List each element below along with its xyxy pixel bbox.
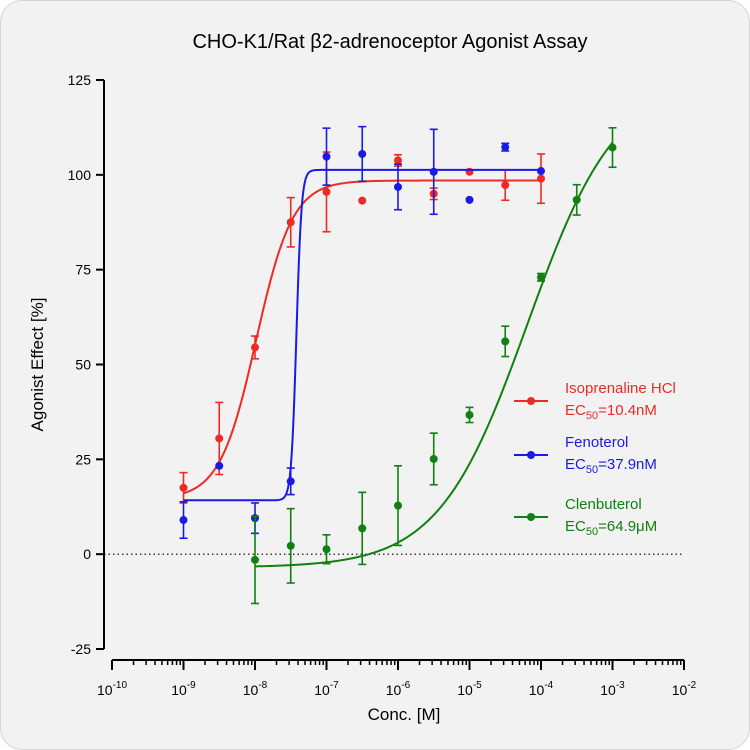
data-point bbox=[537, 167, 545, 176]
y-tick-label: 50 bbox=[75, 357, 91, 373]
x-tick-label: 10-3 bbox=[600, 680, 625, 698]
data-point bbox=[394, 501, 402, 510]
data-point bbox=[394, 156, 402, 165]
series-clenbuterol bbox=[251, 126, 617, 605]
data-point bbox=[251, 555, 259, 564]
legend-label: Clenbuterol bbox=[565, 496, 642, 513]
data-point bbox=[465, 195, 474, 204]
x-axis-title: Conc. [M] bbox=[368, 705, 441, 724]
legend-marker bbox=[527, 397, 535, 405]
data-point bbox=[286, 477, 295, 486]
fit-curve bbox=[254, 141, 614, 568]
x-tick-label: 10-9 bbox=[171, 680, 196, 698]
chart-title: CHO-K1/Rat β2-adrenoceptor Agonist Assay bbox=[192, 31, 587, 53]
x-tick-label: 10-2 bbox=[672, 680, 697, 698]
y-tick-label: 100 bbox=[68, 167, 92, 183]
x-tick-label: 10-5 bbox=[457, 680, 482, 698]
data-point bbox=[286, 541, 295, 550]
data-point bbox=[322, 152, 331, 161]
data-point bbox=[358, 149, 367, 158]
y-tick-label: 25 bbox=[75, 451, 91, 467]
data-point bbox=[572, 195, 581, 204]
data-point bbox=[501, 181, 510, 190]
data-point bbox=[179, 516, 188, 525]
data-point bbox=[501, 143, 510, 152]
data-point bbox=[608, 143, 617, 152]
fit-curve bbox=[183, 179, 541, 495]
data-point bbox=[358, 196, 367, 205]
x-tick-label: 10-7 bbox=[314, 680, 339, 698]
y-tick-label: 125 bbox=[68, 72, 92, 88]
data-point bbox=[537, 273, 545, 282]
plot-area: -25 0 25 50 75 100 125 Agonist Effect [%] 10-10 1… bbox=[28, 72, 697, 724]
x-tick-label: 10-6 bbox=[386, 680, 411, 698]
data-point bbox=[179, 483, 188, 492]
x-tick-label: 10-8 bbox=[243, 680, 268, 698]
y-tick-label: 75 bbox=[75, 262, 91, 278]
data-point bbox=[358, 524, 367, 533]
data-point bbox=[215, 434, 224, 443]
data-point bbox=[286, 218, 295, 227]
x-tick-label: 10-4 bbox=[529, 680, 554, 698]
data-point bbox=[465, 410, 474, 419]
legend-ec50: EC50=64.9μM bbox=[565, 518, 657, 538]
data-point bbox=[501, 337, 510, 346]
legend-marker bbox=[527, 451, 535, 459]
data-point bbox=[322, 545, 331, 554]
data-point bbox=[251, 343, 259, 352]
y-tick-label: -25 bbox=[71, 641, 91, 657]
y-tick-label: 0 bbox=[83, 546, 91, 562]
fit-curve bbox=[183, 168, 541, 502]
legend-marker bbox=[527, 513, 535, 521]
legend-label: Isoprenaline HCl bbox=[565, 380, 676, 397]
legend-ec50: EC50=37.9nM bbox=[565, 456, 657, 476]
series-isoprenaline-hcl bbox=[179, 151, 545, 504]
data-point bbox=[394, 182, 402, 191]
legend: Isoprenaline HCl EC50=10.4nM Fenoterol EC50… bbox=[514, 380, 676, 538]
series-fenoterol bbox=[179, 125, 545, 540]
data-point bbox=[429, 454, 438, 463]
x-tick-label: 10-10 bbox=[97, 680, 127, 698]
data-point bbox=[215, 461, 224, 470]
legend-label: Fenoterol bbox=[565, 434, 628, 451]
legend-ec50: EC50=10.4nM bbox=[565, 402, 657, 422]
data-point bbox=[429, 167, 438, 176]
data-point bbox=[537, 174, 545, 183]
data-point bbox=[322, 187, 331, 196]
y-axis-title: Agonist Effect [%] bbox=[28, 298, 47, 432]
